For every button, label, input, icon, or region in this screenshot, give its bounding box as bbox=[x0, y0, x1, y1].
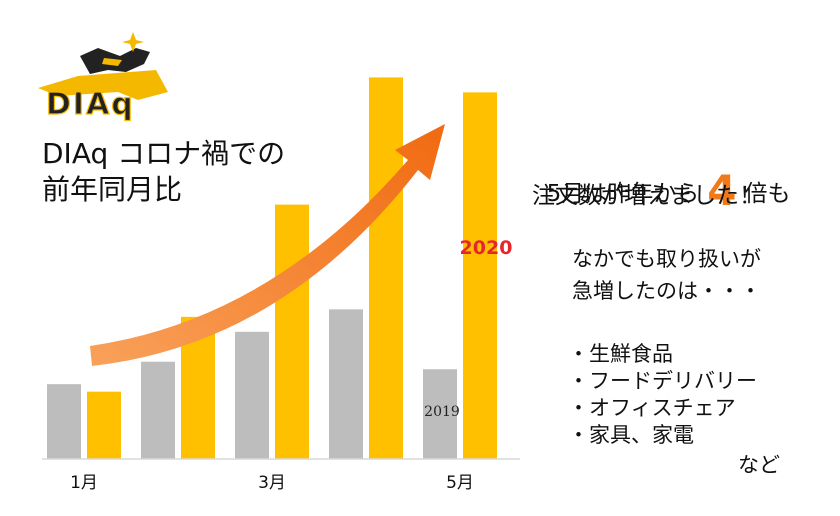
bar-2019-1月 bbox=[47, 384, 81, 459]
x-tick-label: 1月 bbox=[70, 473, 98, 493]
series-2019-bars bbox=[47, 309, 457, 459]
bar-2020-4月 bbox=[369, 77, 403, 460]
list-item-tail: など bbox=[738, 453, 780, 477]
series-label-2019: 2019 bbox=[424, 404, 460, 420]
series-label-2020: 2020 bbox=[460, 237, 513, 259]
headline-line-1: DIAq コロナ禍での bbox=[42, 137, 286, 170]
diaq-logo: DIAq bbox=[38, 30, 168, 129]
list-item: ・家具、家電 bbox=[568, 423, 694, 447]
message-line-2: 注文数が増えました！ bbox=[532, 183, 762, 209]
bar-2019-5月 bbox=[423, 369, 457, 459]
series-2020-bars bbox=[87, 77, 497, 460]
bar-2019-2月 bbox=[141, 361, 175, 459]
sub-message-line-2: 急増したのは・・・ bbox=[572, 279, 761, 303]
logo-wordmark: DIAq bbox=[46, 87, 135, 122]
message-line-1: 5月は昨年から 4 倍も bbox=[532, 140, 791, 215]
message-prefix: 5月は昨年から bbox=[546, 181, 700, 207]
message-highlight-number: 4 bbox=[707, 166, 737, 215]
bar-2019-4月 bbox=[329, 309, 363, 459]
bar-2019-3月 bbox=[235, 331, 269, 459]
bar-2020-3月 bbox=[275, 204, 309, 459]
message-suffix: 倍も bbox=[744, 181, 791, 207]
list-item: ・生鮮食品 bbox=[568, 342, 673, 366]
list-item: ・オフィスチェア bbox=[568, 396, 736, 420]
bar-2020-1月 bbox=[87, 391, 121, 459]
x-axis-ticks: 1月 3月 5月 bbox=[70, 473, 474, 493]
list-item: ・フードデリバリー bbox=[568, 369, 757, 393]
headline-line-2: 前年同月比 bbox=[42, 173, 183, 206]
x-tick-label: 3月 bbox=[258, 473, 286, 493]
sub-message-line-1: なかでも取り扱いが bbox=[572, 247, 761, 271]
bar-2020-5月 bbox=[463, 92, 497, 459]
upward-trend-arrow-icon bbox=[90, 124, 445, 366]
x-tick-label: 5月 bbox=[446, 473, 474, 493]
